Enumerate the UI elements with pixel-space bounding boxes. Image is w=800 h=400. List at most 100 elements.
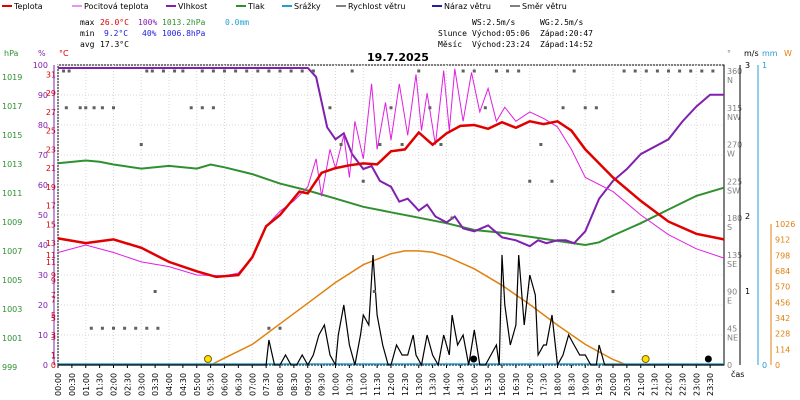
time-label: 15:00 — [470, 373, 479, 396]
tick-solar: 228 — [775, 330, 790, 339]
tick-wind: 7 — [51, 291, 56, 300]
tick-humidity: 50 — [38, 211, 48, 220]
wind-dir-point — [62, 69, 66, 73]
astro: WS:2.5m/s WG:2.5m/s Slunce Východ:05:06 … — [438, 18, 593, 49]
tick-temp: 31 — [46, 70, 56, 79]
wind-dir-point — [700, 69, 704, 73]
stats-max-press: 1013.2hPa — [162, 18, 206, 27]
sunset-marker — [641, 355, 650, 363]
tick-temp: 9 — [51, 277, 56, 286]
time-label: 11:30 — [373, 373, 382, 396]
tick-solar: 456 — [775, 298, 790, 307]
tick-direction-name: SE — [727, 260, 737, 269]
tick-humidity: 100 — [33, 61, 48, 70]
wind-dir-point — [678, 69, 682, 73]
tick-direction-name: S — [727, 223, 732, 232]
time-label: 00:30 — [68, 373, 77, 396]
tick-direction-name: N — [727, 76, 733, 85]
astro-wg: WG:2.5m/s — [540, 18, 584, 27]
wind-dir-point — [667, 69, 670, 73]
time-label: 16:00 — [498, 373, 507, 396]
tick-hpa: 1017 — [2, 102, 22, 111]
wind-dir-point — [156, 326, 160, 330]
time-label: 16:30 — [512, 373, 521, 396]
time-label: 07:00 — [248, 373, 257, 396]
time-label: 03:30 — [151, 373, 160, 396]
chart-title: 19.7.2025 — [367, 51, 429, 64]
legend-label-rain: Srážky — [294, 2, 321, 11]
tick-humidity: 40 — [38, 241, 48, 250]
series — [57, 67, 725, 368]
astro-moon-rise: Východ:23:24 — [472, 40, 530, 49]
time-label: 12:30 — [401, 373, 410, 396]
wind-dir-point — [461, 69, 465, 73]
wind-dir-point — [89, 326, 93, 330]
astro-sun-rise: Východ:05:06 — [472, 29, 530, 38]
wind-dir-point — [267, 69, 271, 73]
wind-dir-point — [145, 326, 149, 330]
tick-ms: 3 — [745, 61, 750, 70]
wind-dir-point — [644, 69, 648, 73]
time-label: 02:30 — [123, 373, 132, 396]
astro-ws: WS:2.5m/s — [472, 18, 516, 27]
wind-dir-point — [539, 143, 543, 146]
wind-dir-point — [173, 69, 177, 73]
tick-hpa: 1007 — [2, 247, 22, 256]
time-label: 09:00 — [304, 373, 313, 396]
tick-direction: 135 — [727, 251, 742, 260]
wind-dir-point — [633, 69, 637, 73]
tick-temp: 19 — [46, 183, 56, 192]
time-label: 21:30 — [651, 373, 660, 396]
tick-hpa: 1001 — [2, 334, 22, 343]
wind-dir-point — [472, 69, 476, 73]
wind-dir-point — [112, 106, 115, 110]
wind-dir-point — [92, 106, 96, 110]
wind-dir-point — [223, 69, 226, 73]
time-label: 19:30 — [595, 373, 604, 396]
tick-direction-name: NE — [727, 333, 738, 342]
tick-wind: 0 — [51, 361, 56, 370]
time-label: 10:00 — [332, 373, 341, 396]
tick-hpa: 1013 — [2, 160, 22, 169]
tick-direction: 360 — [727, 67, 742, 76]
tick-humidity: 70 — [38, 151, 48, 160]
series-temperature — [57, 119, 725, 279]
wind-dir-point — [711, 69, 715, 73]
wind-dir-point — [528, 179, 532, 183]
wind-dir-point — [278, 69, 282, 73]
time-label: 03:00 — [137, 373, 146, 396]
wind-dir-point — [572, 69, 576, 73]
wind-dir-point — [378, 143, 382, 146]
time-label: 20:30 — [623, 373, 632, 396]
series-pressure — [57, 159, 725, 247]
tick-ms: 2 — [745, 212, 750, 221]
series-humidity — [58, 67, 724, 248]
wind-dir-point — [112, 326, 115, 330]
time-label: 23:30 — [706, 373, 715, 396]
wind-dir-point — [189, 106, 193, 110]
wind-dir-point — [181, 69, 185, 73]
tick-humidity: 0 — [43, 361, 48, 370]
time-label: 01:00 — [82, 373, 91, 396]
tick-direction: 180 — [727, 214, 742, 223]
wind-dir-point — [439, 143, 443, 146]
tick-hpa: 1011 — [2, 189, 22, 198]
wind-dir-point — [64, 106, 68, 110]
legend: Teplota Pocitová teplota Vlhkost Tlak Sr… — [2, 2, 567, 11]
tick-temp: 1 — [51, 352, 56, 361]
wind-dir-point — [134, 326, 138, 330]
time-label: 15:30 — [484, 373, 493, 396]
tick-direction: 90 — [727, 288, 737, 297]
legend-label-feels-like: Pocitová teplota — [84, 2, 149, 11]
time-label: 17:30 — [540, 373, 549, 396]
tick-direction: 45 — [727, 324, 737, 333]
wind-dir-point — [428, 106, 432, 110]
tick-direction-name: NW — [727, 113, 741, 122]
stats-max-rain: 0.0mm — [225, 18, 249, 27]
time-label: 08:00 — [276, 373, 285, 396]
wind-dir-point — [211, 69, 215, 73]
tick-mm: 1 — [762, 61, 767, 70]
legend-label-humidity: Vlhkost — [178, 2, 207, 11]
legend-label-pressure: Tlak — [247, 2, 265, 11]
